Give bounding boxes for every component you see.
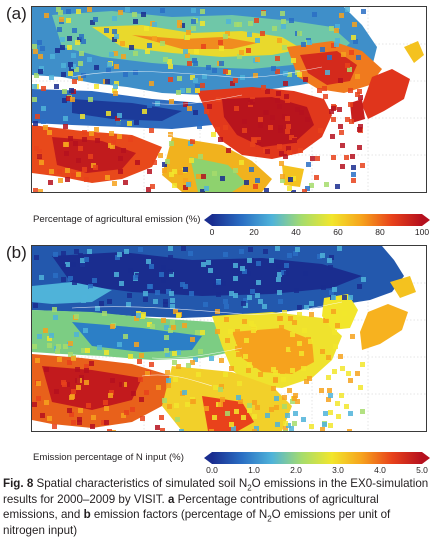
- map-a-cells: [32, 7, 366, 192]
- colorbar-a-title: Percentage of agricultural emission (%): [33, 214, 201, 225]
- colorbar-a-min-arrow: [204, 214, 212, 226]
- caption-sub-2: 2: [267, 514, 272, 524]
- colorbar-tick: 0.0: [206, 465, 218, 475]
- caption-sub-1: 2: [247, 483, 252, 493]
- colorbar-tick: 3.0: [332, 465, 344, 475]
- colorbar-tick: 60: [333, 227, 343, 237]
- colorbar-b-ramp: [212, 452, 422, 464]
- colorbar-tick: 80: [375, 227, 385, 237]
- colorbar-b-title: Emission percentage of N input (%): [33, 452, 184, 463]
- colorbar-b-min-arrow: [204, 452, 212, 464]
- caption-text-4: emission factors (percentage of N: [90, 508, 268, 522]
- caption-text-3: Percentage contributions of agricultural…: [3, 492, 379, 522]
- colorbar-b-max-arrow: [422, 452, 430, 464]
- panel-a-label: (a): [6, 4, 27, 23]
- map-b-emission-factor: [31, 245, 427, 432]
- colorbar-tick: 1.0: [248, 465, 260, 475]
- colorbar-tick: 4.0: [374, 465, 386, 475]
- colorbar-tick: 5.0: [416, 465, 428, 475]
- caption-a-label: a: [167, 492, 175, 506]
- colorbar-b: [204, 452, 430, 464]
- colorbar-tick: 0: [209, 227, 215, 237]
- colorbar-tick: 20: [249, 227, 259, 237]
- caption-text-1: Spatial characteristics of simulated soi…: [33, 477, 248, 490]
- map-a-agricultural-share: [31, 6, 427, 193]
- colorbar-a: [204, 214, 430, 226]
- panel-b-label: (b): [6, 243, 27, 262]
- map-b-land: [32, 246, 416, 431]
- colorbar-tick: 40: [291, 227, 301, 237]
- caption-fig-label: Fig. 8: [3, 477, 34, 490]
- map-a-borders: [71, 66, 323, 142]
- colorbar-tick: 2.0: [290, 465, 302, 475]
- caption-text-5: O emissions per unit of nitrogen input): [3, 508, 391, 537]
- caption-text-2: O emissions in the EX0-simulation result…: [3, 477, 429, 506]
- colorbar-tick: 100: [414, 227, 430, 237]
- colorbar-a-max-arrow: [422, 214, 430, 226]
- map-b-cells: [32, 246, 366, 431]
- colorbar-a-ramp: [212, 214, 422, 226]
- map-b-borders: [71, 301, 343, 387]
- caption-b-label: b: [83, 508, 91, 522]
- figure-caption: Fig. 8 Spatial characteristics of simula…: [3, 476, 433, 538]
